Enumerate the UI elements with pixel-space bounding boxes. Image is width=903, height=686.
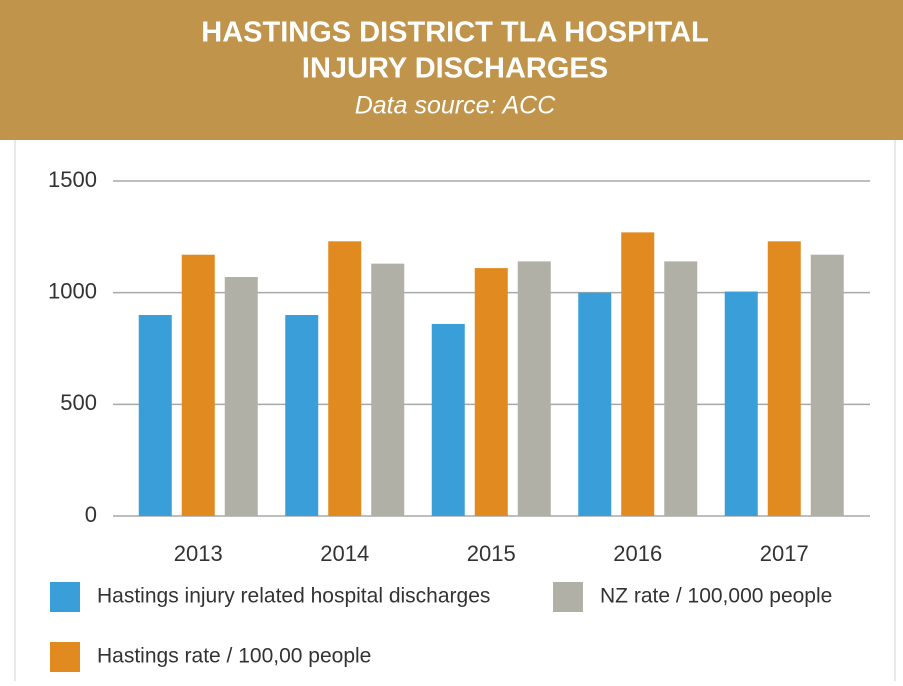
legend-label: NZ rate / 100,000 people [600,585,832,608]
x-tick-label: 2017 [760,541,809,566]
bar [224,277,258,516]
bar [371,263,405,516]
legend-swatch [553,582,583,612]
chart-title: HASTINGS DISTRICT TLA HOSPITAL [201,17,709,49]
bar [724,291,758,516]
bar [138,315,172,516]
bar [181,254,215,516]
bar [621,232,655,516]
legend-swatch [50,642,80,672]
bar [517,261,551,516]
bar [810,254,844,516]
y-tick-label: 1500 [48,167,97,192]
bar [767,241,801,517]
x-tick-label: 2014 [320,541,369,566]
y-tick-label: 500 [60,390,97,415]
y-tick-label: 1000 [48,278,97,303]
bar [578,292,612,516]
bar [285,315,319,516]
bar [328,241,362,517]
chart-subtitle: Data source: ACC [355,92,556,120]
bar [431,323,465,516]
header-band [0,0,903,140]
x-tick-label: 2013 [174,541,223,566]
x-tick-label: 2015 [467,541,516,566]
legend-label: Hastings injury related hospital dischar… [97,585,490,608]
bar [474,268,508,516]
legend-label: Hastings rate / 100,00 people [97,645,371,668]
bar [664,261,698,516]
y-tick-label: 0 [85,502,97,527]
legend-swatch [50,582,80,612]
x-tick-label: 2016 [613,541,662,566]
chart-title: INJURY DISCHARGES [302,53,608,85]
